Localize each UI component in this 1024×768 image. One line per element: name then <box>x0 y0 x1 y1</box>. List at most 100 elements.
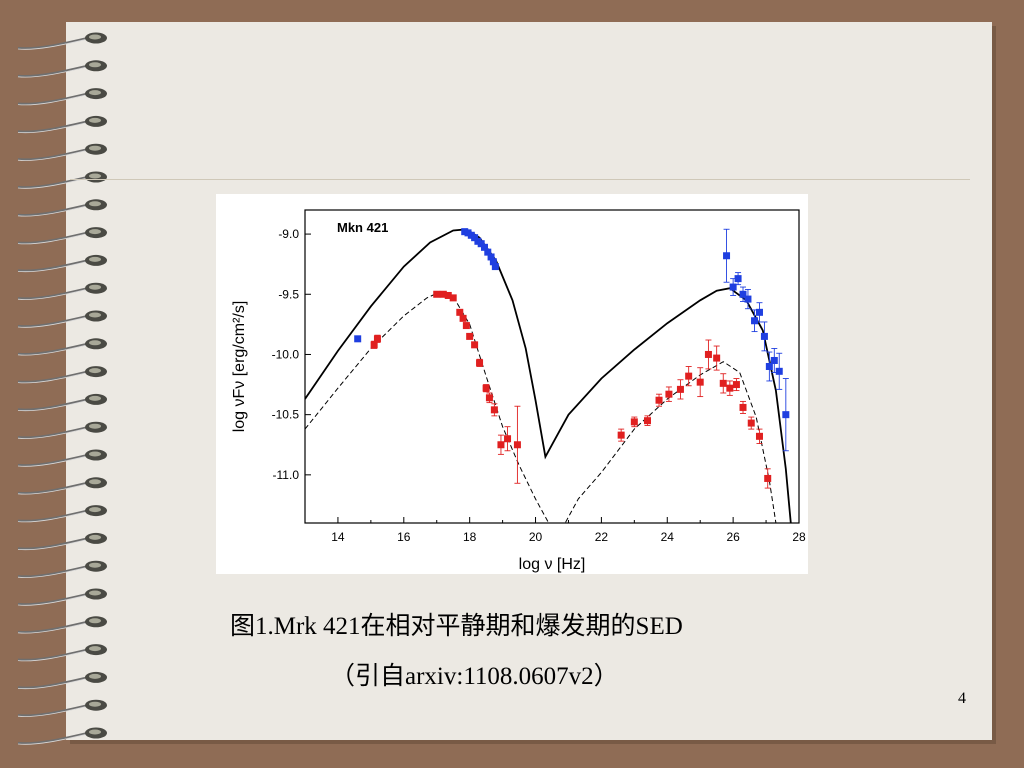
chart-svg: 14 16 18 20 22 24 26 28 -9.0 -9.5 -10.0 -10.5 -11.0 l… <box>231 209 806 573</box>
data-point <box>370 341 378 349</box>
data-point <box>665 390 673 398</box>
y-tick-label: -11.0 <box>273 468 300 482</box>
ring-hole-shine <box>89 229 101 235</box>
data-point <box>456 308 464 316</box>
data-point <box>775 367 783 375</box>
x-tick-label: 14 <box>331 530 345 544</box>
page-number: 4 <box>958 690 966 707</box>
caption-line-2: （引自arxiv:1108.0607v2） <box>330 663 619 690</box>
data-point <box>630 418 638 426</box>
y-tick-label: -10.0 <box>272 347 300 361</box>
caption-line-1: 图1.Mrk 421在相对平静期和爆发期的SED <box>230 613 683 640</box>
ring-hole-shine <box>89 507 101 513</box>
data-point <box>487 253 495 261</box>
data-point <box>751 317 759 325</box>
ring-hole-shine <box>89 173 101 179</box>
data-point <box>726 384 734 392</box>
data-point <box>617 431 625 439</box>
ring-hole-shine <box>89 701 101 707</box>
data-point <box>439 290 447 298</box>
binding-ring <box>17 588 107 606</box>
y-tick-label: -10.5 <box>272 408 300 422</box>
data-point <box>484 248 492 256</box>
ring-hole-shine <box>89 312 101 318</box>
data-point <box>729 283 737 291</box>
ring-wire <box>17 536 93 550</box>
data-point <box>739 403 747 411</box>
chart-label: Mkn 421 <box>337 220 388 235</box>
data-point <box>497 441 505 449</box>
binding-ring <box>17 505 107 523</box>
binding-ring <box>17 60 107 78</box>
spiral-binding <box>17 32 107 745</box>
data-point <box>739 290 747 298</box>
binding-ring <box>17 227 107 245</box>
data-point <box>744 295 752 303</box>
quiescent-model-curve <box>305 291 777 523</box>
ring-hole-shine <box>89 673 101 679</box>
ring-wire <box>17 258 93 272</box>
data-point <box>704 350 712 358</box>
data-point <box>444 291 452 299</box>
ring-wire <box>17 286 93 300</box>
ring-wire <box>17 703 93 717</box>
ring-wire <box>17 730 93 745</box>
ring-wire <box>17 91 93 106</box>
binding-ring <box>17 366 107 384</box>
data-point <box>482 384 490 392</box>
data-point <box>513 441 521 449</box>
binding-ring <box>17 616 107 634</box>
ring-wire <box>17 425 93 439</box>
data-point <box>471 341 479 349</box>
ring-wire <box>17 313 93 328</box>
sed-chart: 14 16 18 20 22 24 26 28 -9.0 -9.5 -10.0 -10.5 -11.0 l… <box>216 194 808 574</box>
x-tick-label: 18 <box>463 530 477 544</box>
data-point <box>685 372 693 380</box>
binding-ring <box>17 699 107 717</box>
y-axis-label: log νFν [erg/cm²/s] <box>231 301 248 433</box>
ring-wire <box>17 675 93 689</box>
data-point <box>696 378 704 386</box>
data-point <box>459 314 467 322</box>
ring-hole-shine <box>89 451 101 457</box>
data-point <box>723 252 731 260</box>
data-point <box>504 435 512 443</box>
x-tick-label: 20 <box>529 530 543 544</box>
ring-wire <box>17 174 93 189</box>
ring-hole-shine <box>89 368 101 374</box>
ring-hole-shine <box>89 395 101 401</box>
binding-ring <box>17 671 107 690</box>
binding-ring <box>17 282 107 300</box>
data-point <box>477 240 485 248</box>
data-point <box>490 406 498 414</box>
binding-ring <box>17 727 107 745</box>
x-tick-label: 24 <box>661 530 675 544</box>
binding-ring <box>17 88 107 106</box>
data-point <box>770 356 778 364</box>
ring-wire <box>17 369 93 384</box>
data-point <box>765 363 773 370</box>
data-point <box>485 394 493 402</box>
ring-wire <box>17 452 93 467</box>
data-point <box>476 359 484 367</box>
y-tick-label: -9.0 <box>278 227 299 241</box>
ring-wire <box>17 397 93 411</box>
data-point <box>480 243 488 251</box>
binding-ring <box>17 393 107 412</box>
binding-ring <box>17 199 107 217</box>
data-point <box>764 474 772 482</box>
binding-ring <box>17 338 107 356</box>
ring-hole-shine <box>89 62 101 68</box>
data-point <box>644 417 652 425</box>
data-point <box>782 411 790 419</box>
ring-hole-shine <box>89 90 101 96</box>
binding-ring <box>17 143 107 161</box>
binding-ring <box>17 560 107 578</box>
binding-ring <box>17 449 107 467</box>
ring-hole-shine <box>89 729 101 735</box>
binding-ring <box>17 477 107 495</box>
ring-hole-shine <box>89 562 101 568</box>
binding-ring <box>17 421 107 439</box>
flare-model-curve <box>305 228 792 523</box>
binding-ring <box>17 254 107 273</box>
